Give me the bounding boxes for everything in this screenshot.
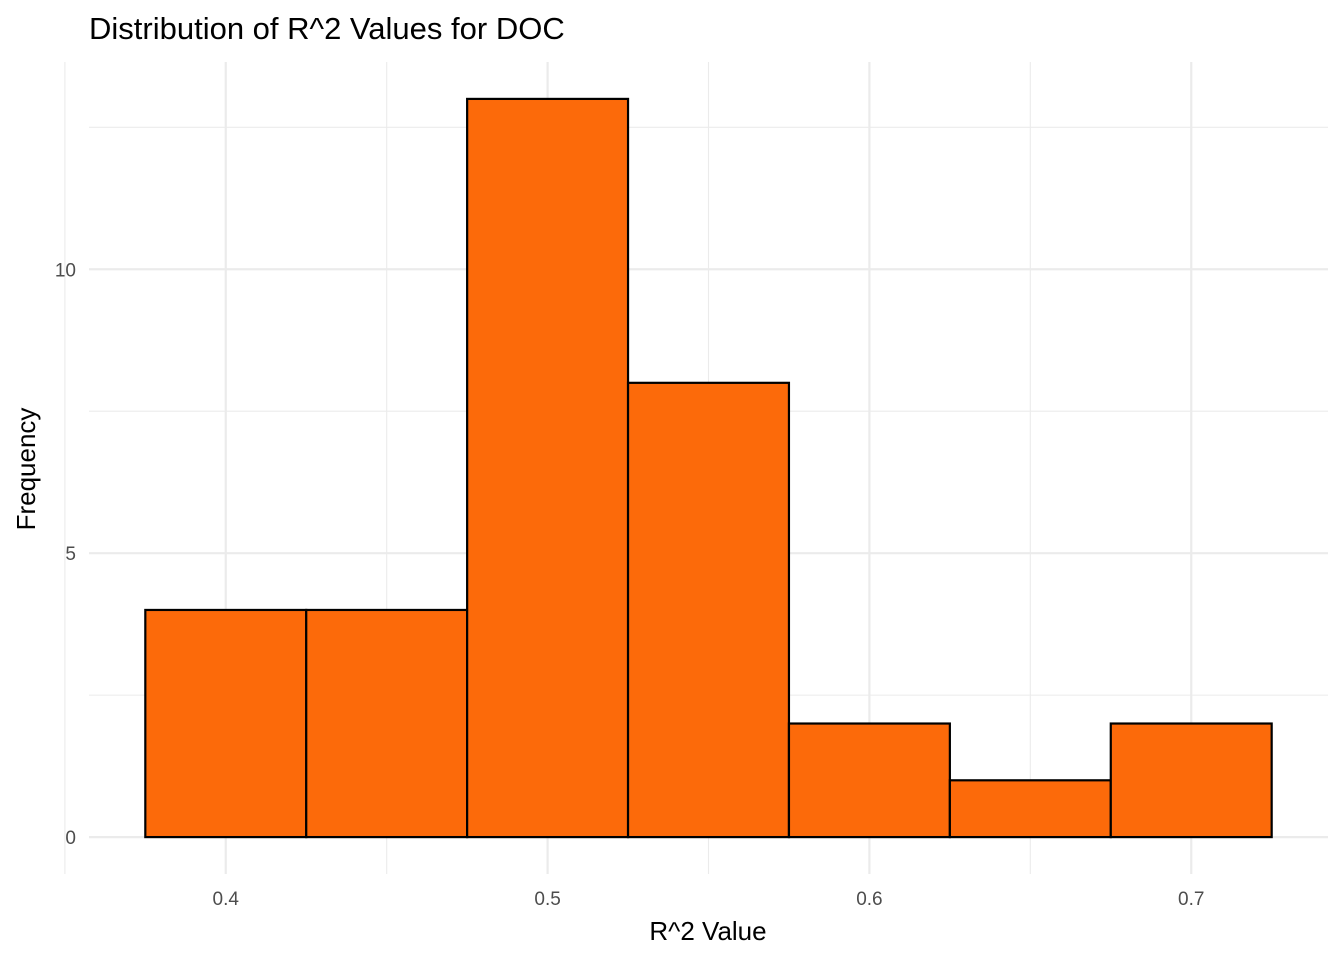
histogram-bar-1 (305, 608, 469, 839)
x-axis-title: R^2 Value (649, 916, 766, 946)
histogram-bar-2 (466, 97, 630, 839)
y-tick-label-1: 5 (65, 544, 76, 565)
histogram-bar-3 (626, 381, 791, 839)
chart-title: Distribution of R^2 Values for DOC (89, 11, 565, 46)
histogram-bar-6 (1109, 722, 1273, 839)
y-axis-ticks: 0 5 10 (55, 260, 76, 849)
histogram-bar-4 (787, 722, 951, 839)
histogram-bar-5 (948, 779, 1112, 839)
x-tick-label-0: 0.4 (213, 889, 240, 910)
y-tick-label-0: 0 (65, 828, 76, 849)
y-axis-title: Frequency (11, 408, 41, 531)
histogram-bar-0 (144, 608, 308, 839)
bars (144, 97, 1273, 839)
x-tick-label-2: 0.6 (856, 889, 882, 910)
x-tick-label-3: 0.7 (1178, 889, 1204, 910)
x-tick-label-1: 0.5 (534, 889, 560, 910)
y-tick-label-2: 10 (55, 260, 76, 281)
x-axis-ticks: 0.4 0.5 0.6 0.7 (213, 889, 1205, 910)
